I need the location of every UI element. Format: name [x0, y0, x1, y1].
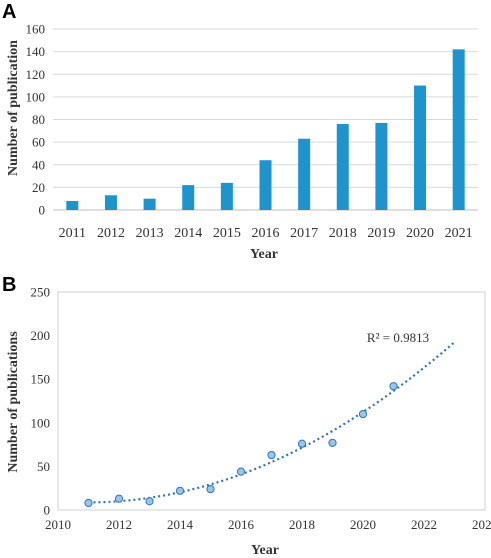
- chart-b-y-tick-label: 150: [31, 372, 51, 387]
- chart-a-x-ticks: 2011 2012 2013 2014 2015 2016 2017 2018 2019 2020…: [59, 226, 473, 241]
- chart-b-y-tick-label: 100: [31, 415, 51, 430]
- panel-label-a: A: [2, 1, 16, 23]
- chart-a-y-axis-title: Number of publication: [6, 40, 21, 176]
- chart-b-point: [267, 450, 276, 460]
- chart-b-x-tick-label: 2014: [167, 517, 194, 532]
- chart-a-x-tick-label: 2013: [136, 226, 164, 241]
- chart-b-x-tick-label: 2012: [106, 517, 132, 532]
- chart-a-bar: [66, 200, 79, 210]
- chart-a-x-tick-label: 2012: [97, 226, 125, 241]
- chart-a-y-tick-label: 0: [39, 203, 46, 218]
- chart-a-x-tick-label: 2020: [406, 226, 434, 241]
- chart-b-y-tick-label: 250: [31, 285, 51, 300]
- chart-a-bar: [220, 182, 233, 210]
- chart-a-y-tick-label: 140: [26, 44, 46, 59]
- chart-a-x-tick-label: 2017: [290, 226, 318, 241]
- chart-a-x-tick-label: 2011: [59, 226, 86, 241]
- chart-b-point: [236, 467, 246, 476]
- chart-b-point: [358, 409, 368, 419]
- chart-a-x-tick-label: 2015: [213, 226, 241, 241]
- panel-label-b: B: [2, 274, 16, 296]
- chart-a-x-tick-label: 2018: [329, 226, 357, 241]
- chart-b-points: [84, 382, 398, 508]
- chart-a-bar: [452, 49, 465, 210]
- chart-b-x-axis-title: Year: [251, 543, 279, 558]
- chart-a: A 0 20 40 60 80 100 120 140 160 2011 2012 2013 2014…: [2, 1, 478, 262]
- chart-b-point: [145, 497, 154, 506]
- chart-b-y-tick-label: 50: [37, 459, 50, 474]
- chart-a-y-tick-label: 20: [32, 180, 45, 195]
- chart-a-x-tick-label: 2019: [367, 226, 395, 241]
- chart-b-point: [175, 486, 185, 495]
- chart-b-x-tick-label: 2010: [45, 517, 71, 532]
- chart-b-x-tick-label: 2024: [472, 517, 491, 532]
- chart-a-y-ticks: 0 20 40 60 80 100 120 140 160: [26, 22, 46, 218]
- chart-a-bar: [336, 124, 349, 210]
- chart-b-plot-area: [57, 291, 486, 511]
- chart-a-x-tick-label: 2016: [252, 226, 280, 241]
- chart-b-x-tick-label: 2020: [350, 517, 376, 532]
- chart-a-bars: [66, 49, 465, 210]
- chart-b-point: [84, 498, 93, 508]
- chart-b-point: [328, 438, 337, 447]
- chart-b-point: [206, 484, 215, 494]
- chart-a-y-tick-label: 100: [26, 89, 46, 104]
- chart-a-y-tick-label: 40: [32, 157, 45, 172]
- chart-a-y-tick-label: 60: [32, 135, 45, 150]
- chart-a-y-tick-label: 120: [26, 67, 46, 82]
- chart-a-bar: [414, 85, 427, 210]
- chart-b-point: [114, 494, 124, 503]
- chart-a-bar: [375, 122, 388, 210]
- chart-b-point: [389, 382, 398, 391]
- chart-a-gridlines: [53, 28, 478, 211]
- chart-a-x-tick-label: 2014: [174, 226, 202, 241]
- chart-b-y-tick-label: 200: [31, 328, 51, 343]
- chart-b-x-ticks: 2010 2012 2014 2016 2018 2020 2022 2024: [45, 517, 491, 532]
- chart-b-r2-annotation: R² = 0.9813: [367, 330, 429, 345]
- chart-b-y-tick-label: 0: [44, 503, 51, 518]
- chart-a-bar: [259, 160, 272, 210]
- chart-b-y-ticks: 0 50 100 150 200 250: [31, 285, 51, 518]
- chart-a-y-tick-label: 80: [32, 112, 45, 127]
- chart-b-x-tick-label: 2016: [228, 517, 255, 532]
- chart-a-bar: [298, 138, 311, 210]
- chart-a-x-axis-title: Year: [250, 247, 278, 262]
- chart-b-x-tick-label: 2022: [411, 517, 437, 532]
- chart-b-x-tick-label: 2018: [289, 517, 315, 532]
- chart-a-bar: [182, 185, 195, 210]
- chart-a-bar: [143, 198, 156, 210]
- chart-b-y-axis-title: Number of publications: [6, 331, 21, 473]
- chart-a-bar: [104, 195, 117, 210]
- chart-b-trendline: [88, 341, 456, 504]
- chart-b-point: [297, 439, 307, 448]
- chart-a-y-tick-label: 160: [26, 22, 46, 37]
- chart-a-x-tick-label: 2021: [445, 226, 473, 241]
